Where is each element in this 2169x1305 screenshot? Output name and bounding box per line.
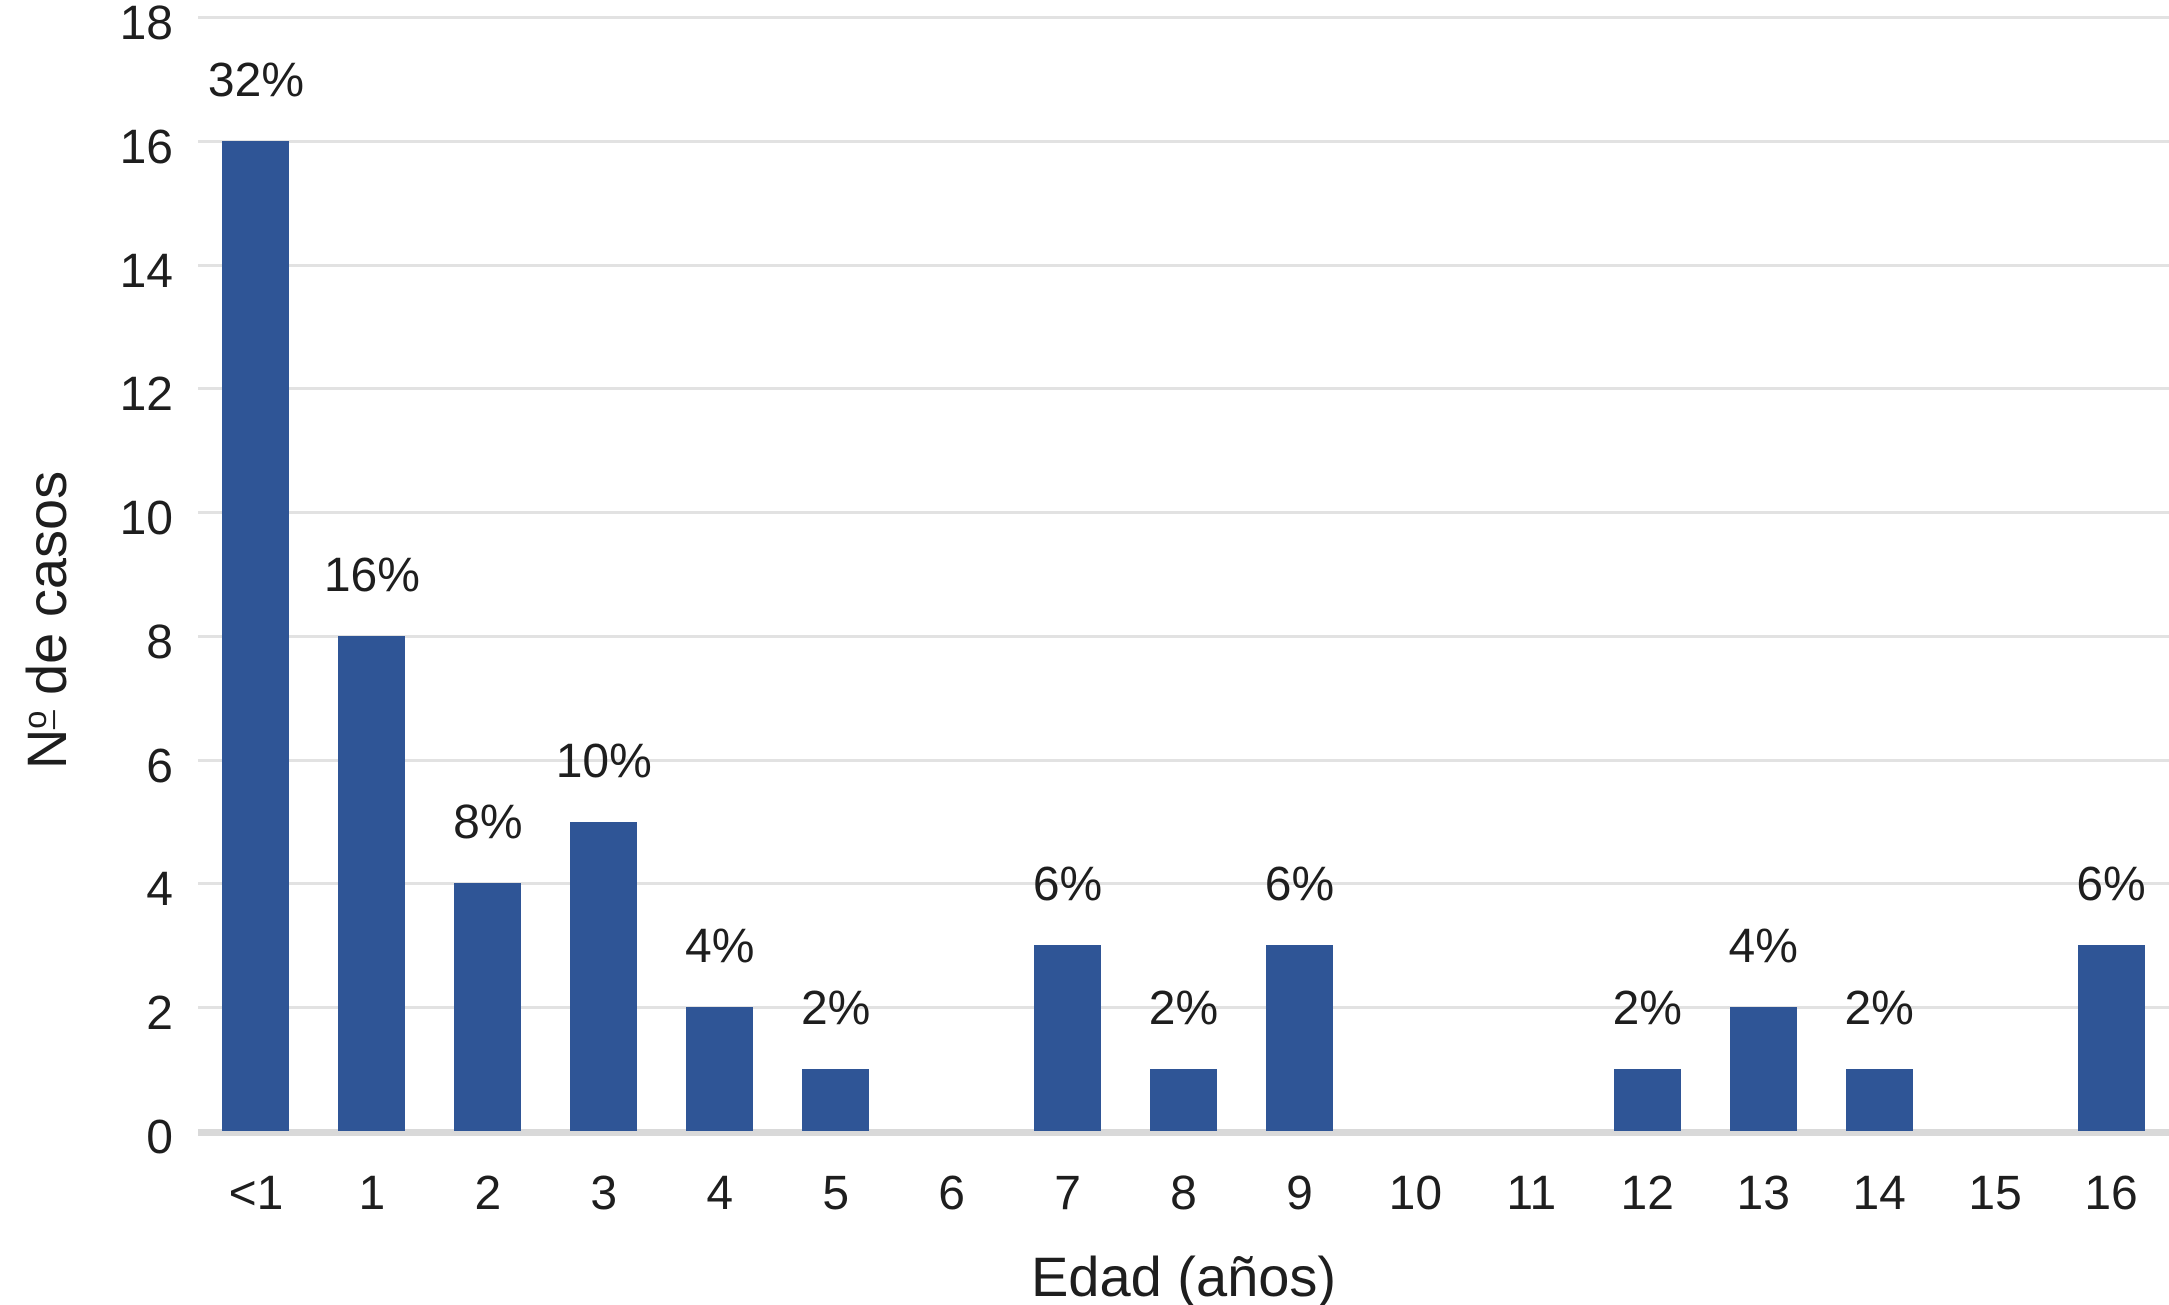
gridline [198, 139, 2169, 143]
x-tick-label: 5 [822, 1167, 850, 1220]
bar-value-label: 6% [1264, 858, 1335, 912]
y-tick-label: 16 [119, 120, 173, 174]
gridline [198, 758, 2169, 762]
x-tick-label: <1 [228, 1167, 284, 1220]
bar-value-label: 2% [1612, 982, 1682, 1036]
x-tick-label: 6 [938, 1167, 965, 1220]
bar [802, 1069, 870, 1131]
bar [2077, 945, 2145, 1131]
bar-value-label: 6% [1032, 858, 1103, 912]
x-tick-label: 15 [1968, 1167, 2022, 1220]
y-tick-label: 10 [119, 492, 173, 546]
bar [1729, 1007, 1797, 1131]
x-tick-label: 11 [1506, 1167, 1557, 1220]
x-tick-label: 12 [1620, 1167, 1674, 1220]
x-axis-title: Edad (años) [1030, 1245, 1337, 1305]
bar [338, 635, 406, 1131]
bar [570, 821, 638, 1131]
x-tick-label: 3 [590, 1167, 618, 1220]
y-tick-label: 12 [119, 368, 173, 422]
gridline [198, 511, 2169, 515]
x-tick-label: 8 [1170, 1167, 1197, 1220]
gridline [198, 387, 2169, 391]
bar [454, 883, 522, 1131]
y-tick-label: 4 [146, 863, 173, 917]
x-tick-label: 10 [1388, 1167, 1443, 1220]
bar [686, 1007, 754, 1131]
x-tick-label: 2 [474, 1167, 502, 1220]
y-tick-label: 0 [146, 1111, 173, 1164]
bar [222, 140, 290, 1131]
bar-value-label: 8% [453, 796, 523, 850]
bar-value-label: 4% [685, 920, 755, 974]
gridline [198, 634, 2169, 638]
bar-value-label: 10% [555, 734, 652, 788]
x-tick-label: 1 [358, 1167, 386, 1220]
x-tick-label: 16 [2084, 1167, 2138, 1220]
bar-value-label: 6% [2076, 858, 2146, 912]
gridline [198, 1006, 2169, 1010]
bar-value-label: 32% [207, 53, 304, 107]
y-tick-label: 2 [146, 987, 173, 1041]
y-tick-label: 6 [146, 739, 173, 793]
y-tick-label: 18 [119, 0, 173, 50]
bar [1265, 945, 1333, 1131]
x-tick-label: 13 [1736, 1167, 1790, 1220]
bar [1845, 1069, 1913, 1131]
bar [1034, 945, 1102, 1131]
bar-value-label: 2% [1844, 982, 1914, 1036]
bar-value-label: 16% [323, 548, 420, 602]
bar-value-label: 4% [1728, 920, 1798, 974]
bar [1150, 1069, 1217, 1131]
x-tick-label: 7 [1054, 1167, 1081, 1220]
y-tick-label: 14 [119, 244, 173, 298]
gridline [198, 263, 2169, 267]
bar-value-label: 2% [800, 982, 871, 1036]
x-axis-baseline [198, 1129, 2169, 1136]
y-tick-label: 8 [146, 615, 173, 669]
x-tick-label: 4 [706, 1167, 734, 1220]
ordinal-indicator: o [17, 710, 55, 729]
gridline [198, 882, 2169, 886]
gridline [198, 16, 2169, 19]
bar-value-label: 2% [1148, 982, 1219, 1036]
bar [1613, 1069, 1681, 1131]
x-tick-label: 9 [1286, 1167, 1313, 1220]
x-tick-label: 14 [1852, 1167, 1906, 1220]
